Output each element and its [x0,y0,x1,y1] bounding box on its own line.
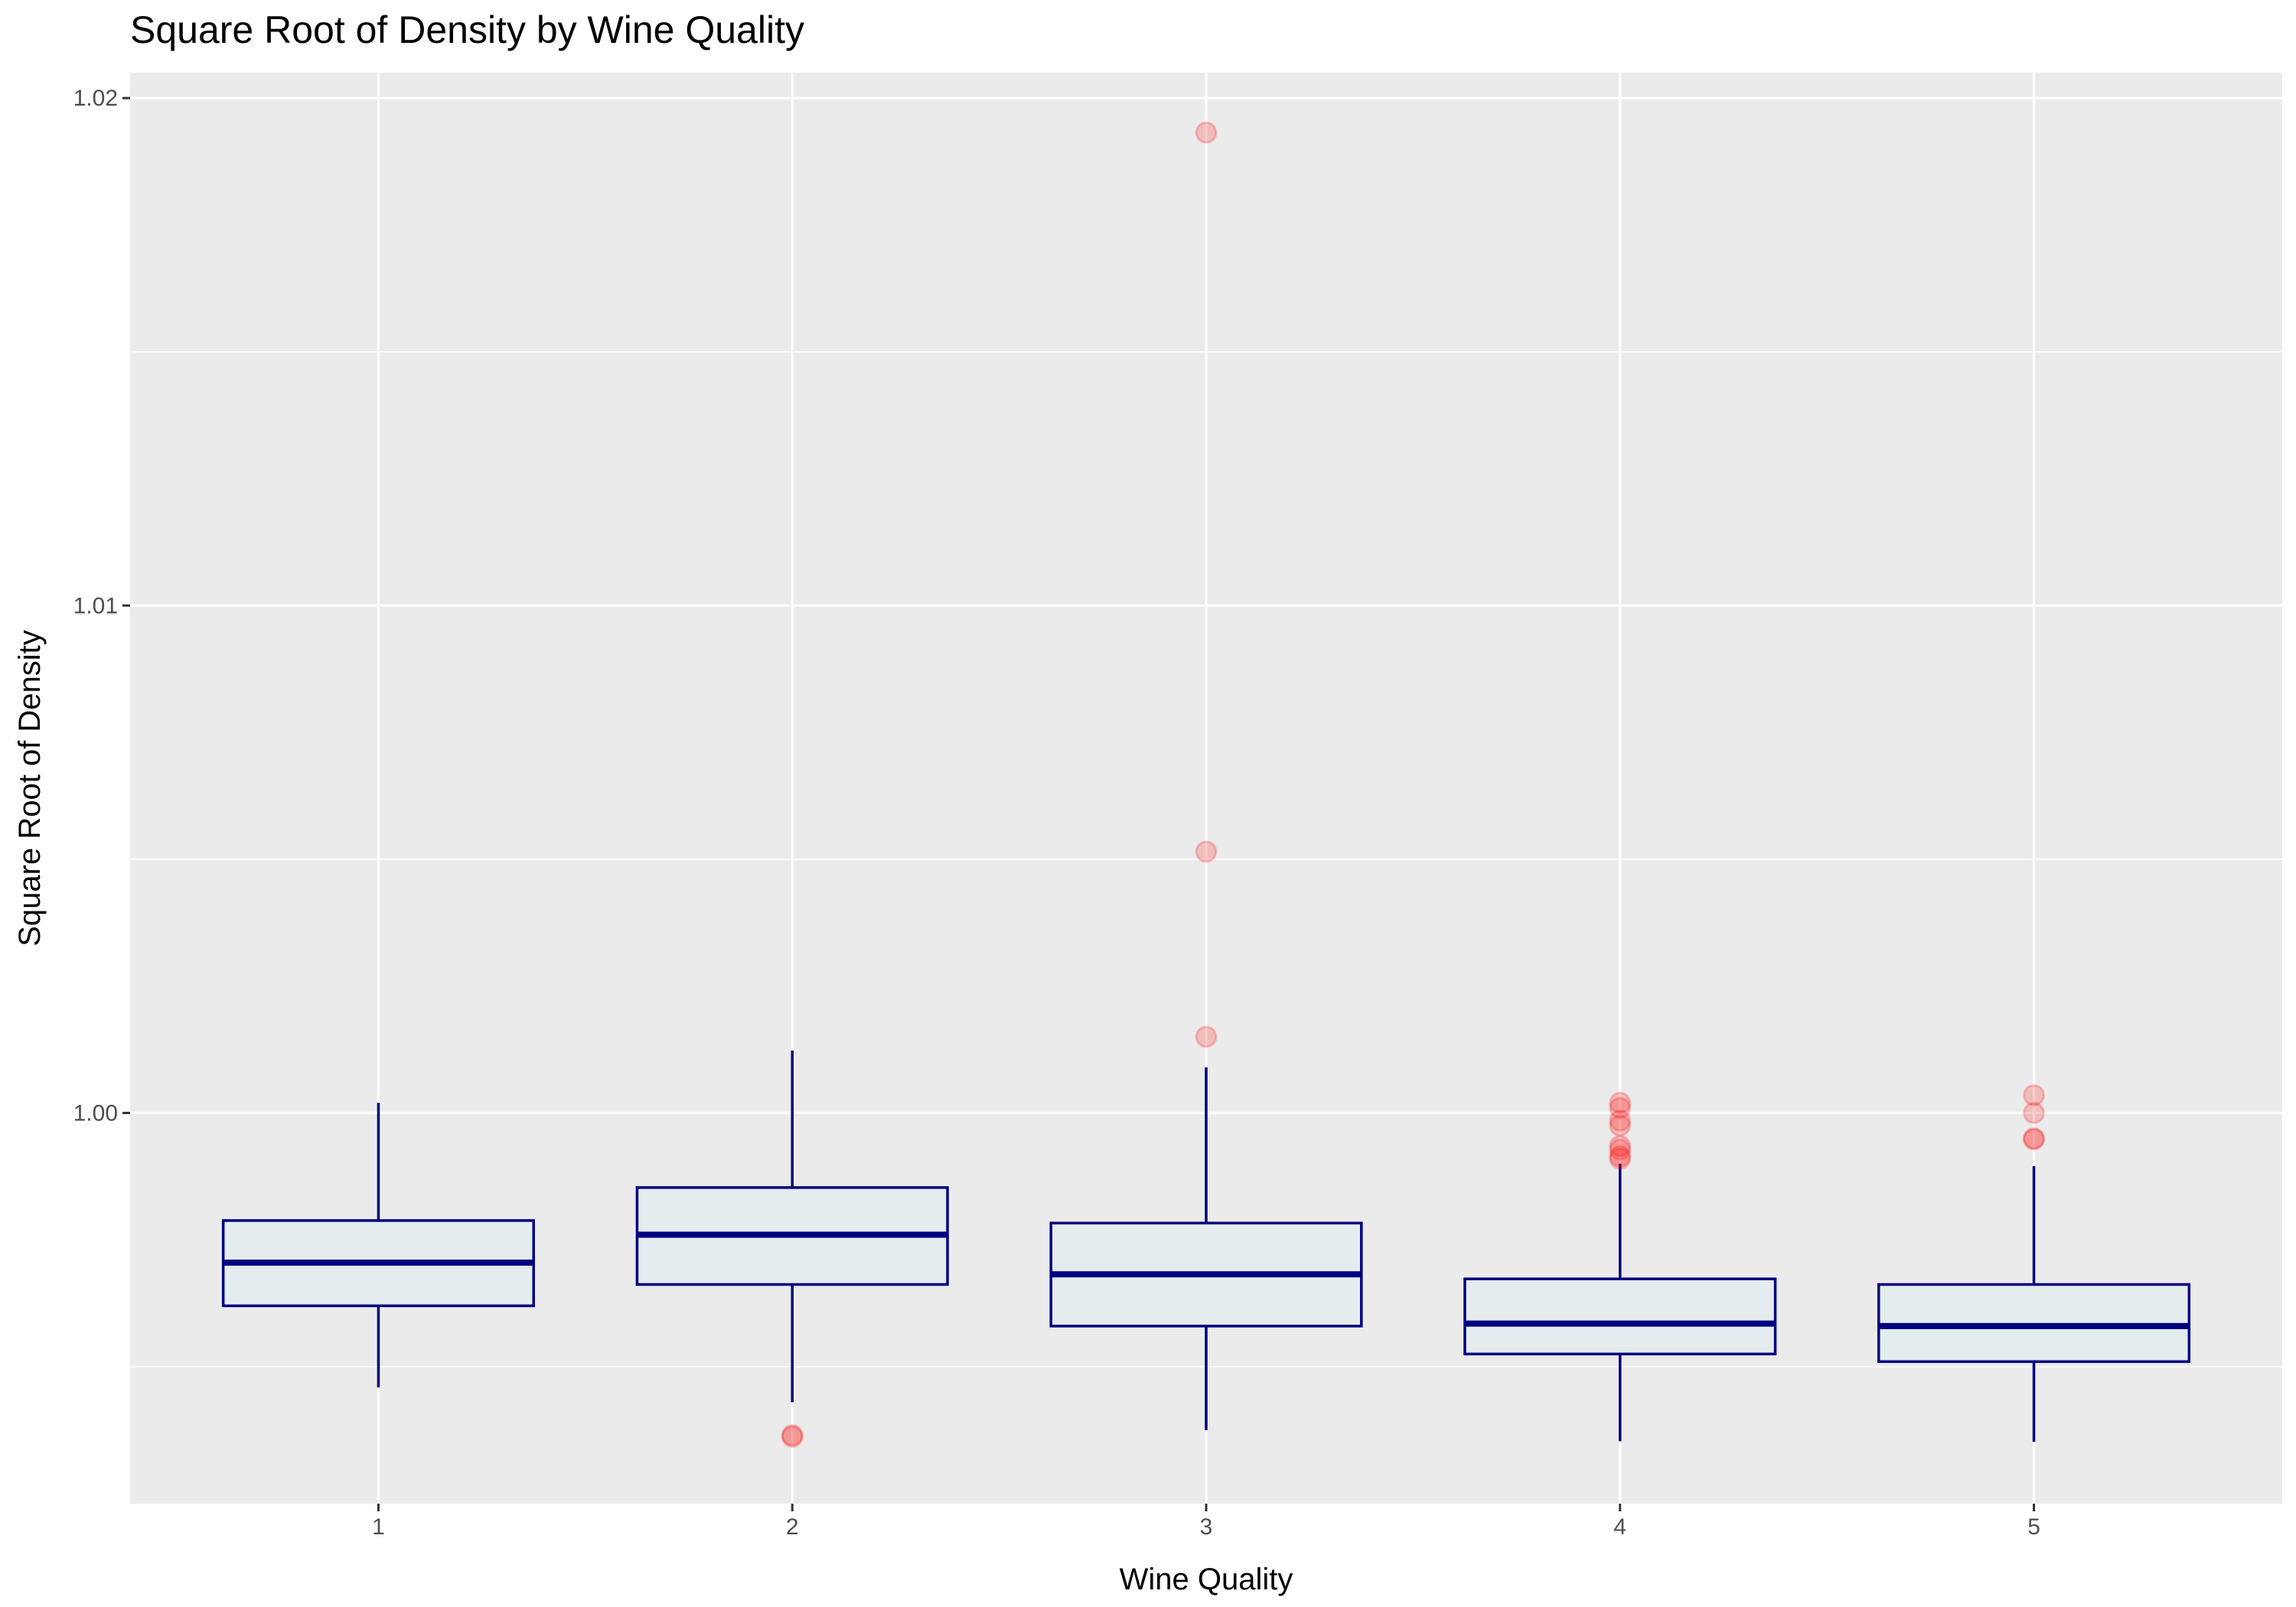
x-axis: 1 2 3 4 5 [372,1504,2040,1540]
outlier-point [1609,1145,1632,1168]
x-tick-label: 1 [372,1514,385,1540]
outlier-point [1609,1135,1632,1157]
outlier-point [1609,1091,1632,1114]
x-tick-label: 3 [1200,1514,1213,1540]
outlier-points [781,121,2046,1448]
chart-title: Square Root of Density by Wine Quality [130,8,804,51]
outlier-point [2023,1101,2046,1124]
x-tick-label: 4 [1613,1514,1626,1540]
outlier-point [2023,1127,2046,1150]
y-axis: 1.00 1.01 1.02 [73,86,130,1126]
y-tick-label: 1.01 [73,593,118,618]
x-tick-label: 5 [2027,1514,2040,1540]
outlier-point [1609,1138,1632,1161]
y-axis-title: Square Root of Density [13,630,47,947]
outlier-point [2023,1128,2046,1151]
outlier-point [1195,1025,1218,1048]
y-tick-label: 1.02 [73,86,118,111]
outlier-point [1609,1147,1632,1170]
outlier-point [1609,1109,1632,1132]
outlier-point [1195,840,1218,863]
box-series [221,1050,2191,1442]
y-tick-label: 1.00 [73,1100,118,1126]
outlier-point [2023,1084,2046,1107]
outlier-point [1609,1097,1632,1120]
outlier-point [781,1423,804,1446]
x-axis-title: Wine Quality [1120,1563,1293,1596]
box-iqr [1463,1277,1777,1356]
outlier-point [1195,121,1218,144]
x-tick-label: 2 [786,1514,799,1540]
outlier-point [1609,1114,1632,1137]
outlier-point [781,1425,804,1448]
